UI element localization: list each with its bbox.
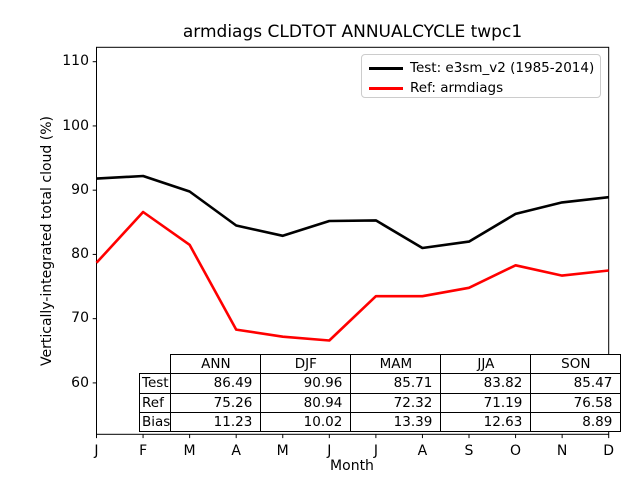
table-cell: 71.19 bbox=[440, 392, 532, 413]
stats-table: ANN DJF MAM JJA SON Test 86.49 90.96 85.… bbox=[138, 353, 622, 433]
table-cell: 80.94 bbox=[260, 392, 352, 413]
y-tick-label: 70 bbox=[71, 310, 89, 327]
table-cell: 10.02 bbox=[260, 411, 352, 433]
table-cell: 13.39 bbox=[350, 411, 442, 433]
ref-line bbox=[95, 210, 609, 342]
x-tick-label: J bbox=[94, 443, 99, 459]
table-row-label: Bias bbox=[138, 411, 172, 433]
x-tick-label: M bbox=[183, 443, 196, 459]
table-header-cell: SON bbox=[530, 353, 622, 375]
y-tick-label: 60 bbox=[71, 374, 89, 391]
axis-frame bbox=[96, 46, 610, 435]
x-tick-label: F bbox=[139, 443, 148, 459]
x-tick-label: J bbox=[327, 443, 332, 459]
legend-item-label: Test: e3sm_v2 (1985-2014) bbox=[410, 60, 595, 76]
x-tick-label: M bbox=[276, 443, 289, 459]
x-tick-label: S bbox=[464, 443, 474, 459]
table-row: Bias 11.23 10.02 13.39 12.63 8.89 bbox=[138, 411, 622, 433]
table-header-cell: JJA bbox=[440, 353, 532, 375]
y-tick-label: 80 bbox=[71, 246, 89, 262]
table-cell: 86.49 bbox=[170, 373, 262, 394]
test-line-sample bbox=[369, 67, 403, 70]
ref-line-sample bbox=[369, 87, 403, 90]
legend-item-ref: Ref: armdiags bbox=[369, 79, 600, 98]
table-cell: 12.63 bbox=[440, 411, 532, 433]
table-corner-cell bbox=[140, 355, 171, 374]
table-header-cell: DJF bbox=[260, 353, 352, 375]
y-tick-label: 110 bbox=[62, 53, 89, 70]
y-axis-label: Vertically-integrated total cloud (%) bbox=[39, 116, 55, 366]
table-cell: 90.96 bbox=[260, 373, 352, 394]
table-cell: 85.71 bbox=[350, 373, 442, 394]
table-cell: 76.58 bbox=[530, 392, 622, 413]
table-row-label: Test bbox=[138, 373, 172, 394]
table-cell: 75.26 bbox=[170, 392, 262, 413]
legend-item-test: Test: e3sm_v2 (1985-2014) bbox=[369, 59, 600, 78]
x-tick-label: J bbox=[373, 443, 378, 459]
x-axis-label: Month bbox=[330, 458, 374, 474]
table-header-cell: MAM bbox=[350, 353, 442, 375]
test-line bbox=[96, 174, 609, 250]
table-header-cell: ANN bbox=[170, 353, 262, 375]
y-tick-label: 100 bbox=[62, 117, 89, 134]
table-row-label: Ref bbox=[138, 392, 172, 413]
chart-title: armdiags CLDTOT ANNUALCYCLE twpc1 bbox=[182, 22, 523, 42]
legend: Test: e3sm_v2 (1985-2014) Ref: armdiags bbox=[361, 54, 601, 98]
y-tick-label: 90 bbox=[71, 181, 89, 198]
table-row: Ref 75.26 80.94 72.32 71.19 76.58 bbox=[138, 392, 622, 413]
tick-marks bbox=[92, 61, 610, 439]
table-cell: 8.89 bbox=[530, 411, 622, 433]
x-tick-label: A bbox=[417, 443, 428, 459]
table-cell: 72.32 bbox=[350, 392, 442, 413]
x-tick-label: O bbox=[509, 443, 522, 459]
table-cell: 83.82 bbox=[440, 373, 532, 394]
x-tick-label: N bbox=[556, 443, 568, 459]
table-cell: 11.23 bbox=[170, 411, 262, 433]
table-row: Test 86.49 90.96 85.71 83.82 85.47 bbox=[138, 373, 622, 394]
x-tick-label: D bbox=[603, 443, 615, 459]
legend-item-label: Ref: armdiags bbox=[410, 80, 504, 96]
x-tick-label: A bbox=[231, 443, 241, 459]
table-header-row: ANN DJF MAM JJA SON bbox=[140, 353, 622, 375]
table-cell: 85.47 bbox=[530, 373, 622, 394]
